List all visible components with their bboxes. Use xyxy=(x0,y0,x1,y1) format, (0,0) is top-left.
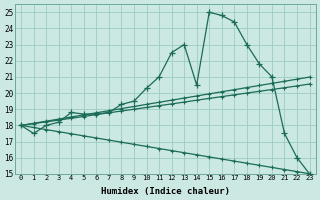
X-axis label: Humidex (Indice chaleur): Humidex (Indice chaleur) xyxy=(101,187,230,196)
